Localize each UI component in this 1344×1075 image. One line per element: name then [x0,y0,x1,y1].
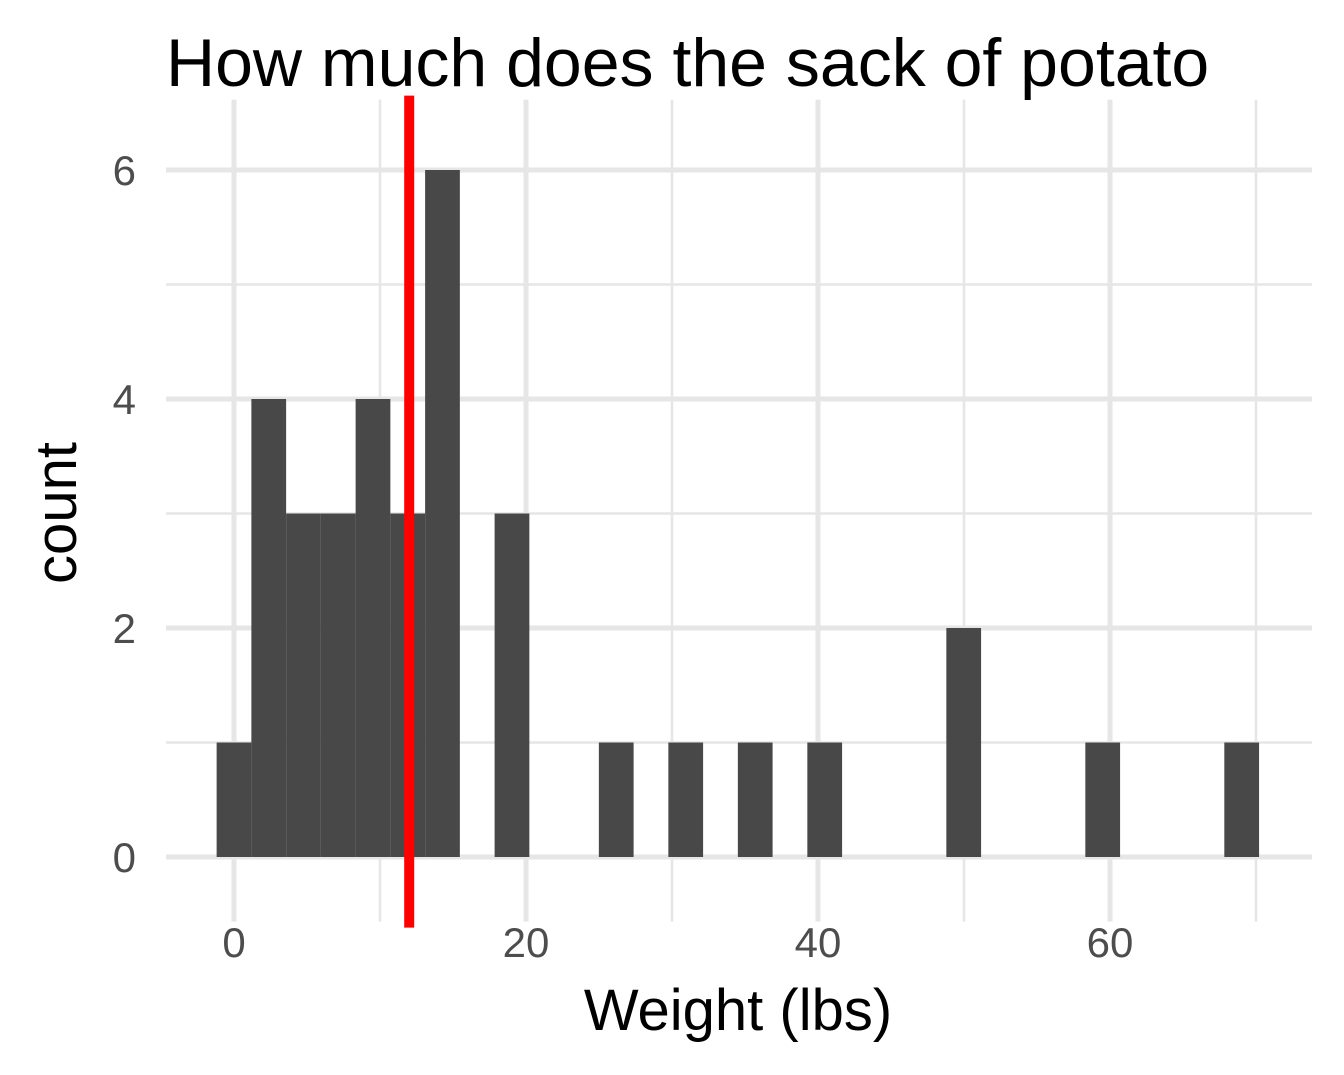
histogram-bar [494,513,530,857]
x-tick-label: 20 [503,919,550,966]
histogram-bar [737,742,773,857]
histogram-bars [216,170,1260,857]
chart-title: How much does the sack of potato [166,25,1209,101]
histogram-bar [286,513,321,857]
y-axis-title: count [24,442,89,584]
y-tick-label: 6 [113,147,136,194]
histogram-bar [1224,742,1260,857]
histogram-bar [251,399,287,857]
y-tick-label: 4 [113,376,136,423]
y-tick-label: 2 [113,605,136,652]
x-tick-label: 60 [1087,919,1134,966]
histogram-bar [946,628,982,857]
histogram-bar [668,742,704,857]
x-tick-label: 40 [795,919,842,966]
histogram-bar [807,742,843,857]
x-tick-labels: 0 20 40 60 [222,919,1133,966]
histogram-bar [320,513,356,857]
y-tick-label: 0 [113,834,136,881]
x-axis-title: Weight (lbs) [584,978,892,1043]
histogram-bar [216,742,252,857]
y-tick-labels: 0 2 4 6 [113,147,136,881]
histogram-bar [1085,742,1121,857]
histogram-bar [355,399,391,857]
histogram-bar [425,170,460,857]
histogram-bar [598,742,634,857]
x-tick-label: 0 [222,919,245,966]
